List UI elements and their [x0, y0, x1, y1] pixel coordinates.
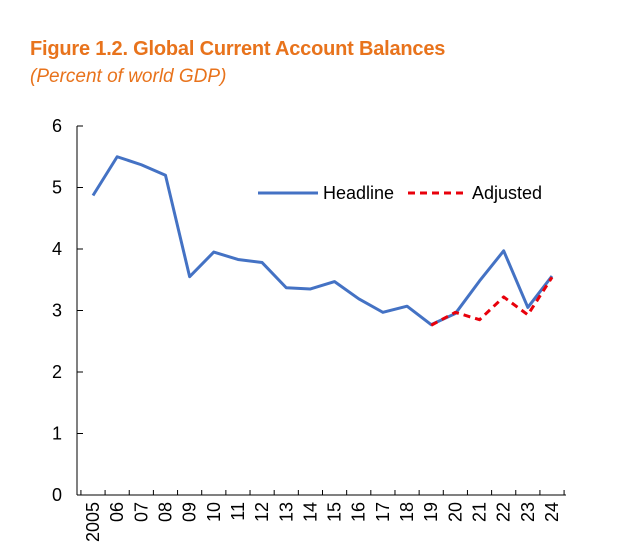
x-tick-label: 11	[228, 502, 248, 521]
y-tick-label: 1	[52, 424, 62, 444]
x-tick-label: 20	[445, 502, 465, 522]
y-tick-label: 0	[52, 485, 62, 505]
x-tick-label: 19	[421, 502, 441, 522]
x-tick-label: 08	[155, 502, 175, 522]
y-tick-label: 6	[52, 116, 62, 136]
chart-subtitle: (Percent of world GDP)	[30, 66, 227, 87]
x-tick-label: 18	[397, 502, 417, 522]
x-tick-label: 21	[470, 502, 490, 522]
x-tick-label: 07	[131, 502, 151, 522]
y-tick-label: 2	[52, 362, 62, 382]
series-lines	[91, 155, 554, 327]
y-tick-label: 3	[52, 301, 62, 321]
y-tick-label: 5	[52, 178, 62, 198]
x-tick-label: 12	[252, 502, 272, 522]
x-tick-label: 10	[204, 502, 224, 522]
x-tick-label: 22	[494, 502, 514, 522]
legend-adjusted-label: Adjusted	[472, 183, 542, 203]
y-tick-label: 4	[52, 239, 62, 259]
x-tick-label: 2005	[83, 502, 103, 542]
series-line-headline	[91, 155, 554, 327]
x-tick-label: 15	[325, 502, 345, 522]
legend: Headline Adjusted	[258, 183, 542, 203]
x-tick-label: 16	[349, 502, 369, 522]
series-line-adjusted	[430, 276, 554, 327]
x-tick-label: 14	[300, 502, 320, 522]
x-tick-label: 13	[276, 502, 296, 522]
x-tick-label: 17	[373, 502, 393, 522]
x-tick-label: 06	[107, 502, 127, 522]
x-tick-label: 09	[180, 502, 200, 522]
legend-headline-label: Headline	[323, 183, 394, 203]
x-tick-label: 24	[542, 502, 562, 522]
chart-title: Figure 1.2. Global Current Account Balan…	[30, 38, 446, 60]
x-tick-label: 23	[518, 502, 538, 522]
